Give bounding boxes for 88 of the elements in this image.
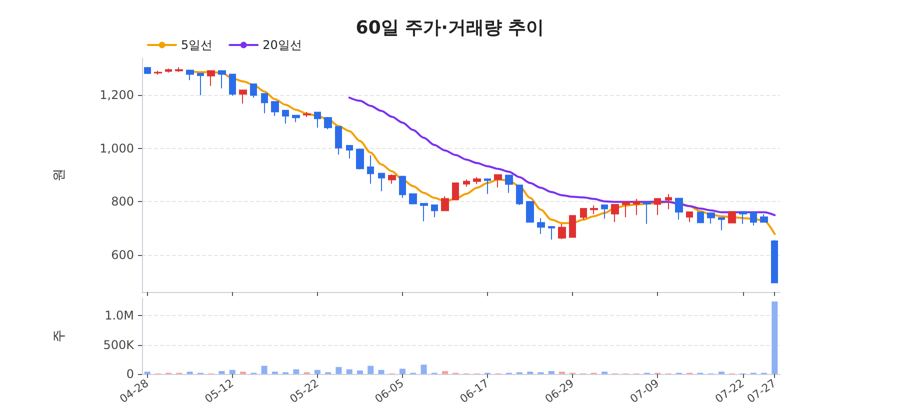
y-tick-label: 1,200 (100, 88, 134, 102)
legend-label: 5일선 (181, 38, 213, 52)
candlestick (771, 240, 778, 284)
candlestick (431, 204, 438, 218)
candlestick (303, 111, 311, 118)
candlestick (346, 144, 353, 160)
candlestick (697, 211, 704, 224)
candlestick (580, 207, 587, 220)
line-series (348, 96, 776, 216)
candlestick (569, 214, 576, 238)
bar (314, 370, 320, 374)
candlestick (441, 196, 449, 212)
candlestick (420, 202, 428, 222)
legend-label: 20일선 (262, 38, 302, 52)
bar (772, 302, 778, 374)
candlestick (378, 172, 385, 192)
candlestick (367, 154, 374, 184)
candlestick (622, 200, 630, 218)
candlestick (611, 203, 619, 223)
bar (356, 370, 363, 374)
y-tick-label: 0 (126, 367, 134, 381)
candlestick (484, 178, 491, 194)
y-tick-label: 800 (111, 194, 134, 209)
candlestick (314, 111, 321, 128)
bar (442, 371, 448, 374)
candlestick (261, 92, 268, 114)
candlestick (654, 198, 661, 216)
candlestick (409, 192, 417, 205)
bar (218, 371, 225, 374)
candlestick (516, 184, 523, 206)
bar (261, 366, 268, 374)
candlestick (728, 210, 736, 224)
candlestick (165, 68, 172, 74)
candlestick (526, 200, 534, 224)
candlestick (356, 148, 364, 170)
bar (346, 369, 352, 374)
candlestick (388, 174, 396, 184)
candlestick (144, 66, 151, 74)
candlestick (282, 109, 289, 124)
candlestick (218, 70, 226, 89)
y-tick-label: 1,000 (100, 141, 134, 156)
candlestick (175, 66, 183, 72)
candlestick (154, 70, 162, 76)
candlestick (271, 100, 279, 116)
candlestick (250, 83, 257, 98)
candlestick (718, 216, 725, 231)
bar (400, 368, 406, 374)
bar (420, 364, 427, 374)
y-axis-title: 원 (52, 168, 67, 182)
candlestick (537, 218, 545, 235)
candlestick (686, 210, 693, 223)
y-tick-label: 1.0M (104, 308, 134, 323)
candlestick (399, 175, 406, 198)
chart-title: 60일 주가·거래량 추이 (356, 18, 544, 38)
y-tick-label: 600 (111, 248, 134, 262)
candlestick (239, 89, 247, 104)
candlestick (292, 114, 300, 123)
candlestick (452, 182, 459, 201)
candlestick (750, 212, 757, 226)
candlestick (558, 223, 566, 240)
candlestick (665, 194, 672, 210)
candlestick (229, 73, 236, 96)
y-axis-title: 주 (52, 330, 67, 342)
bar (229, 370, 236, 374)
candlestick (494, 174, 502, 188)
y-tick-label: 500K (103, 338, 136, 352)
candlestick (324, 116, 332, 130)
candlestick (643, 201, 651, 224)
candlestick (590, 204, 598, 215)
bar (368, 366, 374, 374)
candlestick (760, 214, 768, 224)
bar (336, 366, 342, 374)
candlestick (505, 174, 513, 194)
candlestick (473, 176, 481, 185)
candlestick (601, 204, 608, 220)
candlestick (675, 197, 683, 220)
candlestick (207, 70, 215, 86)
candlestick (633, 198, 640, 216)
candlestick (463, 179, 470, 188)
candlestick (548, 226, 555, 240)
bar (378, 370, 384, 374)
candlestick (707, 212, 715, 224)
candlestick (197, 72, 204, 96)
bar (293, 369, 300, 374)
candlestick (739, 210, 747, 224)
candlestick (186, 69, 194, 81)
bar (548, 371, 554, 374)
candlestick (335, 126, 342, 156)
